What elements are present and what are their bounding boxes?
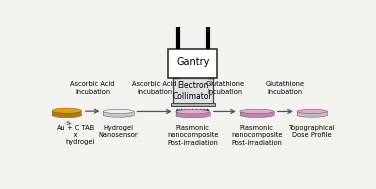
Ellipse shape — [103, 113, 133, 117]
Ellipse shape — [240, 113, 274, 117]
Text: Au: Au — [57, 125, 65, 131]
Ellipse shape — [52, 108, 81, 113]
Polygon shape — [297, 112, 327, 115]
Polygon shape — [103, 112, 133, 115]
Ellipse shape — [103, 109, 133, 114]
Text: + C TAB
    x
hydrogel: + C TAB x hydrogel — [65, 125, 95, 145]
FancyBboxPatch shape — [168, 49, 217, 78]
Text: Electron
Collimator: Electron Collimator — [173, 81, 212, 101]
Text: Glutathione
Incubation: Glutathione Incubation — [266, 81, 305, 94]
Text: 3+: 3+ — [65, 121, 72, 126]
Text: Topographical
Dose Profile: Topographical Dose Profile — [289, 125, 335, 138]
Ellipse shape — [297, 113, 327, 117]
Ellipse shape — [240, 109, 274, 114]
Text: Plasmonic
nanocomposite
Post-irradiation: Plasmonic nanocomposite Post-irradiation — [231, 125, 282, 146]
Text: Ascorbic Acid
Incubation: Ascorbic Acid Incubation — [70, 81, 115, 95]
Ellipse shape — [176, 113, 209, 118]
Ellipse shape — [176, 110, 209, 114]
FancyBboxPatch shape — [173, 78, 212, 104]
Text: Plasmonic
nanocomposite
Post-irradiation: Plasmonic nanocomposite Post-irradiation — [167, 125, 218, 146]
Polygon shape — [176, 112, 209, 115]
Text: Hydrogel
Nanosensor: Hydrogel Nanosensor — [99, 125, 138, 138]
Text: Gantry: Gantry — [176, 57, 209, 67]
Ellipse shape — [297, 109, 327, 114]
Text: Ascorbic Acid
Incubation: Ascorbic Acid Incubation — [132, 81, 177, 95]
Text: Glutathione
Incubation: Glutathione Incubation — [205, 81, 244, 94]
Polygon shape — [240, 112, 274, 115]
Polygon shape — [52, 111, 81, 115]
Ellipse shape — [52, 112, 81, 118]
FancyBboxPatch shape — [171, 103, 215, 106]
